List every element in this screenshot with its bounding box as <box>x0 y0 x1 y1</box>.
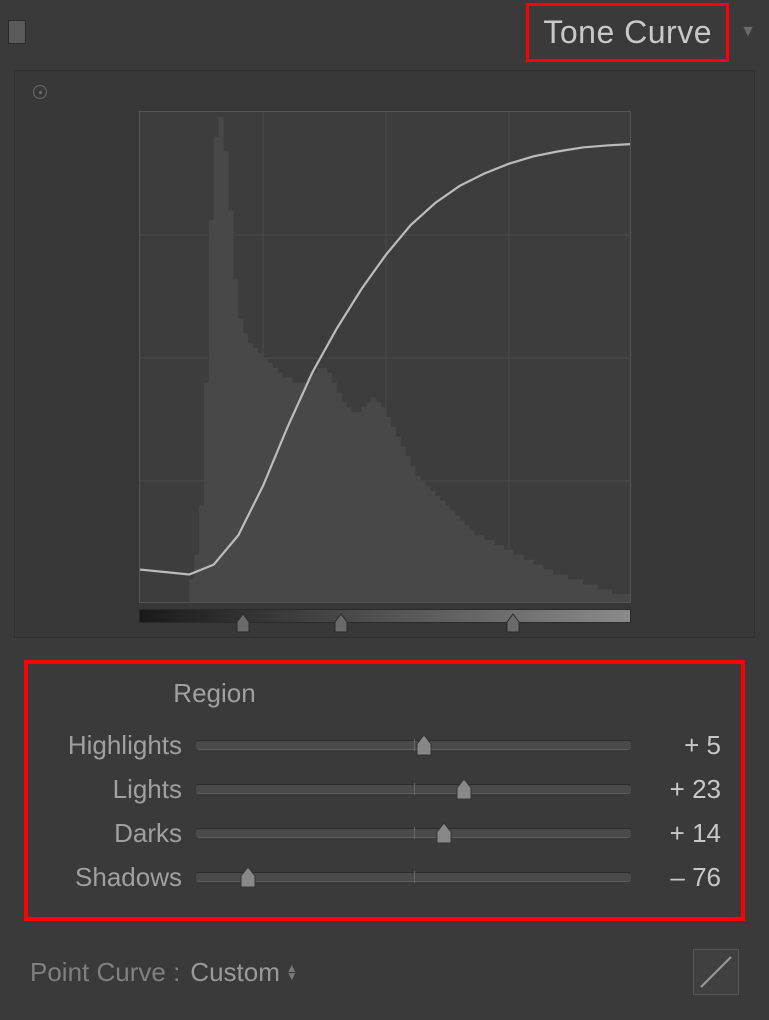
slider-thumb-lights[interactable] <box>454 777 474 801</box>
point-curve-toggle-icon[interactable] <box>693 949 739 995</box>
curve-area <box>139 111 631 623</box>
curve-range-gradient[interactable] <box>139 609 631 623</box>
diagonal-line-icon <box>697 953 735 991</box>
panel-header: Tone Curve ▼ <box>0 0 769 64</box>
curve-split-handle[interactable] <box>332 612 350 634</box>
point-curve-select[interactable]: Custom ▲▼ <box>190 957 297 988</box>
curve-split-handle[interactable] <box>234 612 252 634</box>
point-curve-row: Point Curve : Custom ▲▼ <box>30 957 298 988</box>
slider-label-darks: Darks <box>48 818 196 849</box>
slider-value-darks[interactable]: + 14 <box>631 818 721 849</box>
collapse-arrow-icon[interactable]: ▼ <box>739 23 757 41</box>
region-sliders: Highlights + 5 Lights + 23 Darks + 14 Sh… <box>48 723 721 899</box>
slider-shadows[interactable] <box>196 868 631 886</box>
slider-darks[interactable] <box>196 824 631 842</box>
panel-toggle-switch[interactable] <box>8 20 26 44</box>
tone-curve-graph[interactable] <box>139 111 631 603</box>
slider-value-shadows[interactable]: – 76 <box>631 862 721 893</box>
slider-thumb-shadows[interactable] <box>238 865 258 889</box>
panel-footer: Point Curve : Custom ▲▼ <box>30 949 739 995</box>
updown-icon: ▲▼ <box>286 964 298 980</box>
region-section: Region Highlights + 5 Lights + 23 Darks … <box>24 660 745 921</box>
slider-value-highlights[interactable]: + 5 <box>631 730 721 761</box>
curve-frame <box>14 70 755 638</box>
slider-label-shadows: Shadows <box>48 862 196 893</box>
tone-curve-panel: Tone Curve ▼ Region Highlights + 5 Light… <box>0 0 769 1020</box>
slider-row-shadows: Shadows – 76 <box>48 855 721 899</box>
slider-label-highlights: Highlights <box>48 730 196 761</box>
point-curve-label: Point Curve : <box>30 957 180 988</box>
slider-value-lights[interactable]: + 23 <box>631 774 721 805</box>
slider-row-lights: Lights + 23 <box>48 767 721 811</box>
panel-title[interactable]: Tone Curve <box>543 14 712 51</box>
region-title: Region <box>48 678 721 709</box>
slider-row-darks: Darks + 14 <box>48 811 721 855</box>
panel-title-highlight: Tone Curve <box>526 3 729 62</box>
targeted-adjustment-icon[interactable] <box>33 85 47 99</box>
slider-thumb-darks[interactable] <box>434 821 454 845</box>
curve-svg <box>140 112 631 603</box>
curve-split-handle[interactable] <box>504 612 522 634</box>
point-curve-value: Custom <box>190 957 280 988</box>
panel-header-right: Tone Curve ▼ <box>526 3 757 62</box>
slider-lights[interactable] <box>196 780 631 798</box>
slider-label-lights: Lights <box>48 774 196 805</box>
slider-thumb-highlights[interactable] <box>414 733 434 757</box>
slider-highlights[interactable] <box>196 736 631 754</box>
slider-row-highlights: Highlights + 5 <box>48 723 721 767</box>
